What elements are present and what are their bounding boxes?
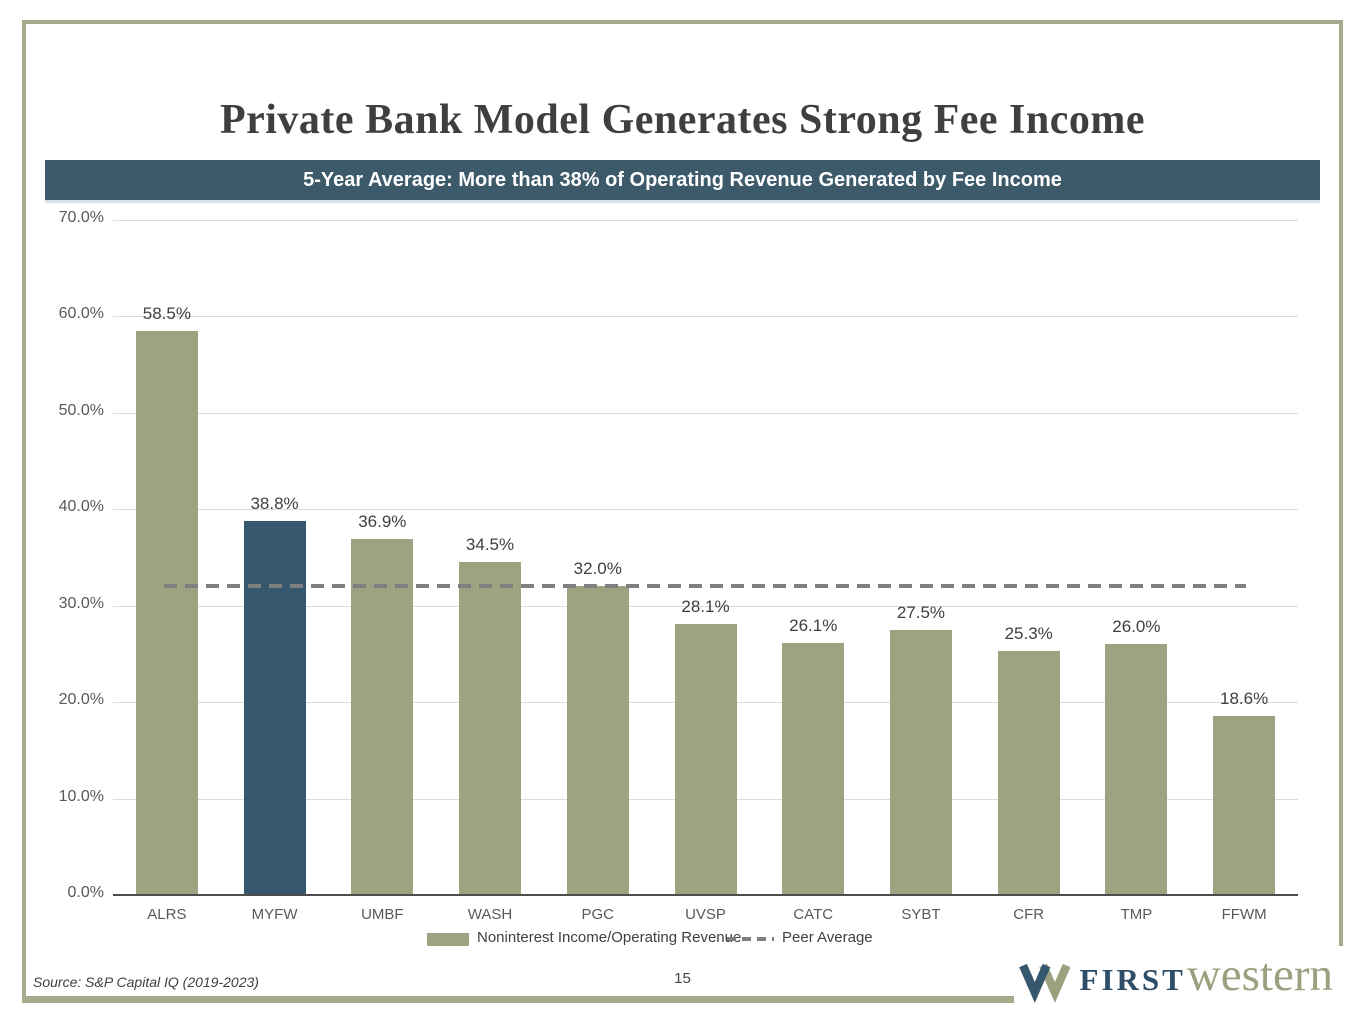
x-category-label: FFWM [1221,906,1267,923]
bar-value-label: 26.0% [1112,617,1161,637]
x-axis-line [113,894,1298,896]
bar [997,651,1060,895]
bar-value-label: 36.9% [358,512,407,532]
y-tick-label: 70.0% [58,209,104,226]
x-category-label: SYBT [901,906,941,923]
chart-subtitle-text: 5-Year Average: More than 38% of Operati… [303,168,1062,191]
x-category-label: TMP [1120,906,1153,923]
bar [459,562,522,895]
y-tick-label: 0.0% [67,884,104,901]
x-category-label: WASH [467,906,513,923]
bar-value-label: 34.5% [465,535,515,555]
bar-value-label: 25.3% [1004,624,1053,644]
chart-subtitle-banner: 5-Year Average: More than 38% of Operati… [45,160,1320,203]
bar [243,520,306,895]
legend-bar-swatch [427,933,469,946]
x-category-label: CFR [1013,906,1045,923]
gridline [113,509,1298,511]
x-category-label: MYFW [251,906,298,923]
y-tick-label: 60.0% [58,305,104,323]
gridline [113,605,1298,607]
bar-value-label: 26.1% [789,616,838,636]
bar-value-label: 27.5% [896,602,946,622]
bar [674,624,737,895]
legend-series-label: Noninterest Income/Operating Revenue [477,929,742,946]
page-number: 15 [674,970,691,987]
page-title: Private Bank Model Generates Strong Fee … [219,97,1146,144]
y-tick-label: 30.0% [58,594,104,612]
x-category-label: UVSP [685,906,726,923]
logo-word-western: western [1186,949,1333,1001]
bar [135,330,198,895]
peer-average-line [163,584,1247,589]
bar-value-label: 58.5% [142,303,191,323]
x-category-label: CATC [793,906,834,923]
bar [889,629,952,895]
x-category-label: UMBF [361,906,404,923]
logo-word-first: FIRST [1079,962,1186,997]
first-western-logo: FIRST western [1018,949,1333,1003]
x-category-label: ALRS [147,906,187,923]
x-category-label: PGC [581,906,615,923]
source-note: Source: S&P Capital IQ (2019-2023) [33,974,259,990]
bar [351,539,414,895]
logo-area: FIRST western [1014,946,1365,1024]
bar [782,643,845,895]
bar-value-label: 18.6% [1220,688,1269,708]
bar-value-label: 32.0% [573,559,622,579]
legend-peer-average-label: Peer Average [782,929,873,946]
y-tick-label: 20.0% [58,691,104,709]
y-tick-label: 50.0% [58,401,104,419]
y-tick-label: 10.0% [58,787,104,805]
bar [1105,644,1168,895]
gridline [113,220,1298,221]
legend-dashed-line-swatch [727,937,774,941]
gridline [113,412,1298,414]
gridline [113,316,1298,318]
bar-value-label: 28.1% [681,597,730,617]
bar [566,586,629,895]
bar [1213,715,1276,895]
y-tick-label: 40.0% [58,498,104,516]
w-monogram-icon [1018,963,1070,1003]
bar-value-label: 38.8% [250,493,299,513]
